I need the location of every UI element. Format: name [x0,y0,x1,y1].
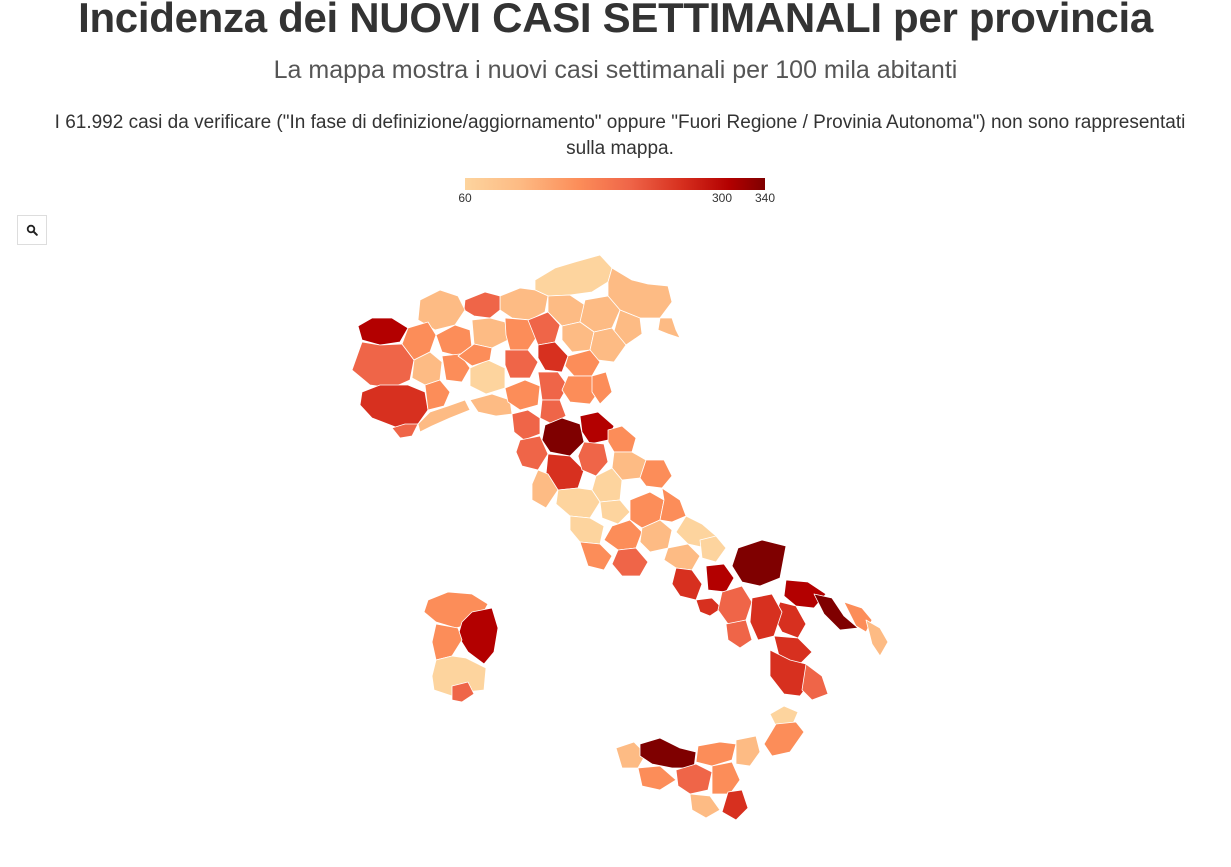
province-region[interactable] [457,607,499,665]
province-region[interactable] [527,311,561,346]
province-region[interactable] [699,535,727,563]
province-region[interactable] [717,585,753,625]
province-region[interactable] [541,417,585,457]
province-region[interactable] [417,399,471,433]
province-region[interactable] [359,384,429,429]
color-legend: 60 300 340 [458,178,775,208]
province-region[interactable] [504,379,541,411]
province-region[interactable] [463,291,501,319]
province-region[interactable] [801,663,829,701]
legend-tick-max: 340 [754,191,776,205]
map-subtitle: La mappa mostra i nuovi casi settimanali… [273,56,958,84]
province-region[interactable] [431,623,463,661]
province-region[interactable] [611,547,649,577]
province-region[interactable] [663,543,701,571]
province-region[interactable] [534,254,613,297]
province-region[interactable] [531,469,559,509]
province-region[interactable] [637,765,677,791]
zoom-button[interactable] [17,215,47,245]
province-region[interactable] [457,343,493,367]
province-region[interactable] [731,539,787,587]
province-region[interactable] [555,487,601,519]
province-region[interactable] [537,341,569,373]
province-region[interactable] [725,619,753,649]
province-region[interactable] [659,487,687,523]
province-region[interactable] [424,379,451,411]
province-region[interactable] [417,289,466,331]
province-region[interactable] [769,705,799,727]
legend-tick-300: 300 [711,191,733,205]
province-region[interactable] [675,763,713,795]
province-region[interactable] [504,349,539,379]
province-region[interactable] [711,761,741,795]
province-region[interactable] [865,619,889,657]
legend-gradient-bar [465,178,765,190]
province-region[interactable] [441,353,471,383]
province-region[interactable] [499,287,549,321]
province-region[interactable] [471,317,509,349]
province-region[interactable] [705,563,735,593]
province-region[interactable] [783,579,827,609]
search-icon [26,224,38,236]
map-title: Incidenza dei NUOVI CASI SETTIMANALI per… [78,0,1153,41]
province-region[interactable] [695,741,737,767]
legend-tick-min: 60 [458,191,472,205]
province-region[interactable] [639,737,697,769]
province-region[interactable] [671,567,703,601]
province-region[interactable] [639,459,673,489]
province-region[interactable] [615,741,647,769]
province-region[interactable] [469,393,513,417]
map-note: I 61.992 casi da verificare ("In fase di… [54,112,1186,159]
province-region[interactable] [357,317,409,346]
province-region[interactable] [721,789,749,821]
province-region[interactable] [695,597,723,617]
province-region[interactable] [511,409,541,441]
province-region[interactable] [569,515,605,545]
province-region[interactable] [689,793,721,819]
province-region[interactable] [735,735,761,767]
province-region[interactable] [451,681,475,703]
province-region[interactable] [607,425,637,453]
province-region[interactable] [391,423,419,439]
province-region[interactable] [657,317,681,339]
province-region[interactable] [351,341,415,389]
province-region[interactable] [813,593,859,631]
province-region[interactable] [763,721,805,757]
province-region[interactable] [591,371,613,405]
province-region[interactable] [749,593,783,641]
province-region[interactable] [431,655,487,697]
province-region[interactable] [579,541,613,571]
province-region[interactable] [599,499,631,525]
